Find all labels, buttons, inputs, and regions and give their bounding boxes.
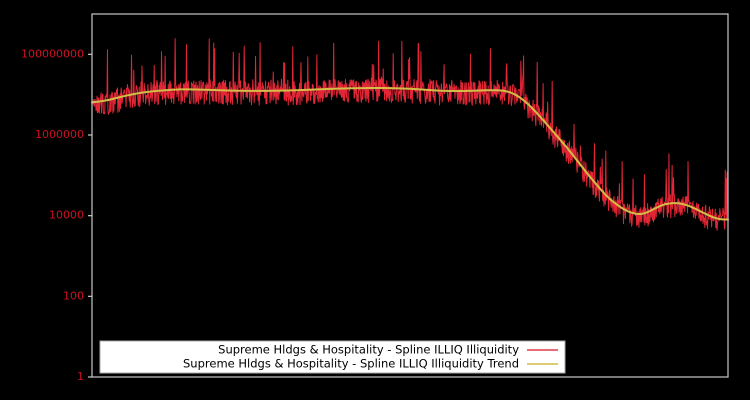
- illiquidity-trend-line: [91, 87, 729, 221]
- chart-legend[interactable]: Supreme Hldgs & Hospitality - Spline ILL…: [99, 340, 566, 374]
- y-axis-ticks: [88, 53, 92, 378]
- y-axis-tick-labels: 100000000 1000000 10000 100 1: [21, 47, 84, 383]
- plot-border: [91, 13, 729, 378]
- y-tick-label: 100000000: [21, 47, 84, 60]
- y-tick-label: 10000: [49, 209, 84, 222]
- y-tick-label: 1: [77, 370, 84, 383]
- legend-background: [99, 340, 566, 374]
- illiquidity-series-line: [91, 38, 729, 231]
- y-tick-label: 1000000: [35, 128, 84, 141]
- legend-label-illiquidity-trend: Supreme Hldgs & Hospitality - Spline ILL…: [183, 357, 519, 371]
- legend-label-illiquidity: Supreme Hldgs & Hospitality - Spline ILL…: [218, 343, 519, 357]
- y-tick-label: 100: [63, 289, 84, 302]
